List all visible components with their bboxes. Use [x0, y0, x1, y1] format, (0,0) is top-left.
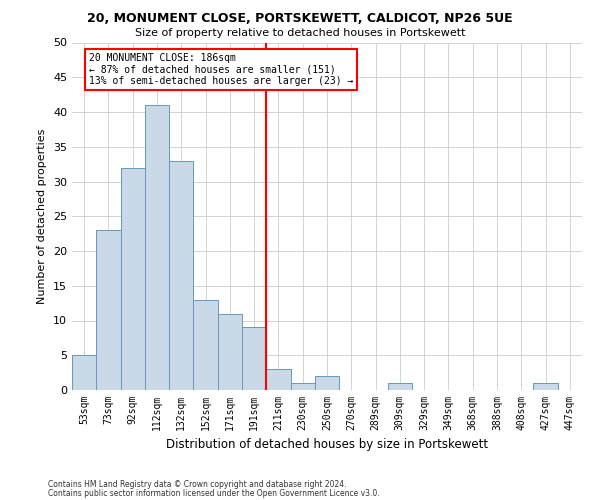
- Bar: [290, 383, 315, 390]
- Bar: [533, 383, 558, 390]
- Bar: [315, 376, 339, 390]
- Bar: [388, 383, 412, 390]
- Text: Contains public sector information licensed under the Open Government Licence v3: Contains public sector information licen…: [48, 488, 380, 498]
- Bar: [169, 160, 193, 390]
- Bar: [121, 168, 145, 390]
- Bar: [242, 328, 266, 390]
- Y-axis label: Number of detached properties: Number of detached properties: [37, 128, 47, 304]
- Bar: [218, 314, 242, 390]
- Text: Contains HM Land Registry data © Crown copyright and database right 2024.: Contains HM Land Registry data © Crown c…: [48, 480, 347, 489]
- X-axis label: Distribution of detached houses by size in Portskewett: Distribution of detached houses by size …: [166, 438, 488, 452]
- Bar: [96, 230, 121, 390]
- Bar: [193, 300, 218, 390]
- Bar: [266, 369, 290, 390]
- Text: 20 MONUMENT CLOSE: 186sqm
← 87% of detached houses are smaller (151)
13% of semi: 20 MONUMENT CLOSE: 186sqm ← 87% of detac…: [89, 53, 353, 86]
- Bar: [145, 105, 169, 390]
- Text: 20, MONUMENT CLOSE, PORTSKEWETT, CALDICOT, NP26 5UE: 20, MONUMENT CLOSE, PORTSKEWETT, CALDICO…: [87, 12, 513, 26]
- Bar: [72, 355, 96, 390]
- Text: Size of property relative to detached houses in Portskewett: Size of property relative to detached ho…: [135, 28, 465, 38]
